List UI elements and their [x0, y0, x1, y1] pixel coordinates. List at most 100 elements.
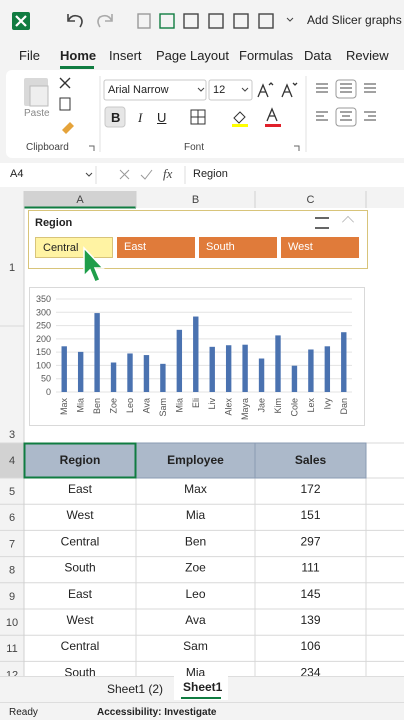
- font-color-icon: [266, 107, 278, 122]
- toolbar-icon: [137, 13, 151, 29]
- y-tick-label: 200: [36, 334, 51, 344]
- x-tick-label: Lex: [306, 398, 316, 413]
- bar: [225, 345, 232, 392]
- ribbon-tab[interactable]: File: [19, 48, 40, 63]
- clear-filter-icon[interactable]: [342, 216, 354, 228]
- ribbon-tab[interactable]: Review: [346, 48, 389, 63]
- chart: 0 50 100 150 200 250 300 350 Max Mia Ben Zoe Leo Ava S…: [29, 287, 365, 426]
- row-header: 4: [9, 455, 15, 467]
- table-cell: Mia: [186, 508, 206, 522]
- y-tick-label: 150: [36, 347, 51, 357]
- ribbon-tab[interactable]: Home: [60, 48, 97, 63]
- y-tick-label: 350: [36, 294, 51, 304]
- selected-column-header: [24, 191, 136, 208]
- bar: [61, 346, 67, 392]
- shrink-font-icon: [281, 82, 298, 98]
- ribbon-tab[interactable]: Page Layout: [156, 48, 230, 63]
- toolbar-icon: [208, 13, 224, 29]
- enter-icon: [140, 169, 153, 180]
- column-header: B: [192, 194, 199, 206]
- bar: [324, 346, 331, 392]
- x-tick-label: Maya: [240, 398, 250, 420]
- toolbar-icon: [159, 13, 175, 29]
- name-box[interactable]: A4: [10, 168, 24, 180]
- table-cell: Ben: [185, 534, 206, 548]
- bold-button-bg: [104, 106, 126, 128]
- dialog-launcher: [294, 145, 300, 151]
- table-cell: Central: [61, 534, 100, 548]
- column-header: A: [76, 194, 84, 206]
- x-tick-label: Mia: [76, 398, 86, 413]
- status-accessibility[interactable]: Accessibility: Investigate: [97, 707, 217, 718]
- dropdown-caret: [241, 87, 249, 92]
- table-cell: Central: [61, 639, 100, 653]
- slicer-item[interactable]: East: [117, 237, 195, 258]
- table-cell: 106: [300, 639, 320, 653]
- row-header: 10: [6, 617, 18, 629]
- bar: [308, 349, 314, 392]
- ribbon-tab[interactable]: Formulas: [239, 48, 294, 63]
- row-header: 12: [6, 669, 18, 676]
- x-tick-label: Ben: [92, 398, 102, 414]
- x-tick-label: Sam: [158, 398, 168, 417]
- paste-label[interactable]: Paste: [24, 108, 50, 119]
- formula-content[interactable]: Region: [193, 168, 228, 180]
- active-sheet-underline: [181, 697, 221, 699]
- redo-icon: [97, 14, 113, 28]
- sheet-tab[interactable]: Sheet1: [183, 680, 223, 694]
- multiselect-icon[interactable]: [315, 217, 329, 229]
- row-header: 1: [9, 262, 15, 274]
- table-cell: 139: [300, 613, 320, 627]
- sheet-tab[interactable]: Sheet1 (2): [107, 682, 164, 696]
- bar: [193, 316, 199, 392]
- italic-button[interactable]: I: [138, 110, 143, 125]
- ribbon-tab[interactable]: Insert: [109, 48, 142, 63]
- bar: [258, 358, 265, 392]
- table-cell: West: [66, 613, 94, 627]
- bold-button[interactable]: B: [111, 110, 121, 125]
- bar: [242, 344, 248, 392]
- app-icon-x: [15, 15, 27, 27]
- x-tick-label: Liv: [207, 398, 217, 410]
- toolbar-more: [286, 17, 294, 22]
- x-tick-label: Max: [59, 398, 69, 416]
- align-selected: [335, 107, 357, 127]
- table-cell: South: [64, 561, 95, 575]
- underline-button[interactable]: U: [157, 110, 167, 125]
- font-name[interactable]: Arial Narrow: [108, 84, 169, 96]
- toolbar-icon: [233, 13, 249, 29]
- row-header: 5: [9, 486, 15, 498]
- name-box-caret: [85, 172, 93, 177]
- bar: [160, 363, 166, 392]
- table-cell: Mia: [186, 665, 206, 676]
- copy-icon: [59, 97, 71, 111]
- x-tick-label: Mia: [174, 398, 184, 413]
- toolbar-icon: [183, 13, 199, 29]
- bar: [341, 332, 347, 392]
- row-header: 9: [9, 591, 15, 603]
- fx-icon[interactable]: fx: [163, 166, 173, 181]
- y-tick-label: 0: [46, 387, 51, 397]
- table-cell: 234: [300, 665, 320, 676]
- table-cell: 172: [300, 482, 320, 496]
- sheet-grid: A B C 1 3 4 5 6 7 8 9 10 11 12 Region Employee Sales East…: [0, 191, 404, 676]
- ribbon-tab[interactable]: Data: [304, 48, 332, 63]
- slicer-item[interactable]: South: [199, 237, 277, 258]
- active-sheet-tab: [174, 676, 228, 700]
- table-cell: 111: [301, 561, 320, 575]
- table-header-cell: [254, 442, 367, 479]
- font-size-box: [208, 79, 253, 101]
- slicer-item[interactable]: West: [281, 237, 359, 258]
- table-header-text: Employee: [167, 453, 224, 467]
- font-size[interactable]: 12: [213, 84, 226, 96]
- bar: [127, 353, 133, 392]
- slicer-item[interactable]: Central: [35, 237, 113, 258]
- group-label: Font: [184, 142, 205, 153]
- cancel-icon: [119, 169, 130, 180]
- row-header: 7: [9, 538, 15, 550]
- dialog-launcher: [89, 145, 95, 151]
- formula-bar: [0, 163, 404, 187]
- bar: [209, 346, 215, 392]
